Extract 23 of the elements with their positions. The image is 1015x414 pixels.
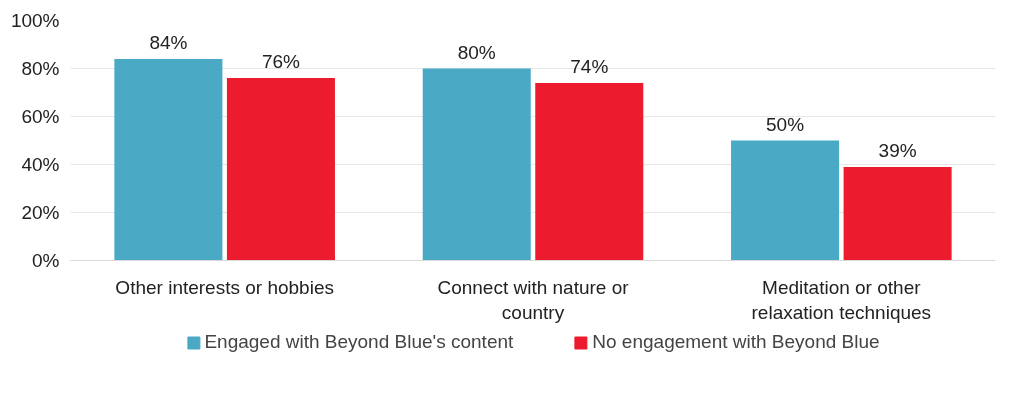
y-tick-label: 20%	[21, 202, 60, 223]
bar	[535, 82, 644, 261]
bar	[114, 58, 223, 261]
legend-label: No engagement with Beyond Blue	[592, 331, 880, 353]
y-tick-label: 80%	[21, 58, 60, 79]
x-tick-label: Connect with nature or country	[437, 276, 630, 323]
text: 39%	[878, 139, 917, 161]
x-tick-label: Meditation or other relaxation techniques	[751, 276, 932, 323]
x-tick-label: Other interests or hobbies	[115, 276, 334, 298]
y-tick-label: 100%	[10, 10, 60, 31]
text: 84%	[149, 31, 188, 53]
bar	[843, 166, 952, 261]
bar	[731, 140, 840, 261]
bar	[422, 68, 531, 261]
text: 76%	[261, 51, 300, 73]
legend-label: Engaged with Beyond Blue's content	[204, 331, 514, 353]
y-tick-label: 0%	[32, 250, 60, 271]
text: 50%	[766, 113, 805, 135]
text: 74%	[570, 55, 609, 77]
bar	[226, 78, 335, 261]
y-tick-label: 40%	[21, 154, 60, 175]
y-tick-label: 60%	[21, 106, 60, 127]
text: 80%	[457, 41, 496, 63]
